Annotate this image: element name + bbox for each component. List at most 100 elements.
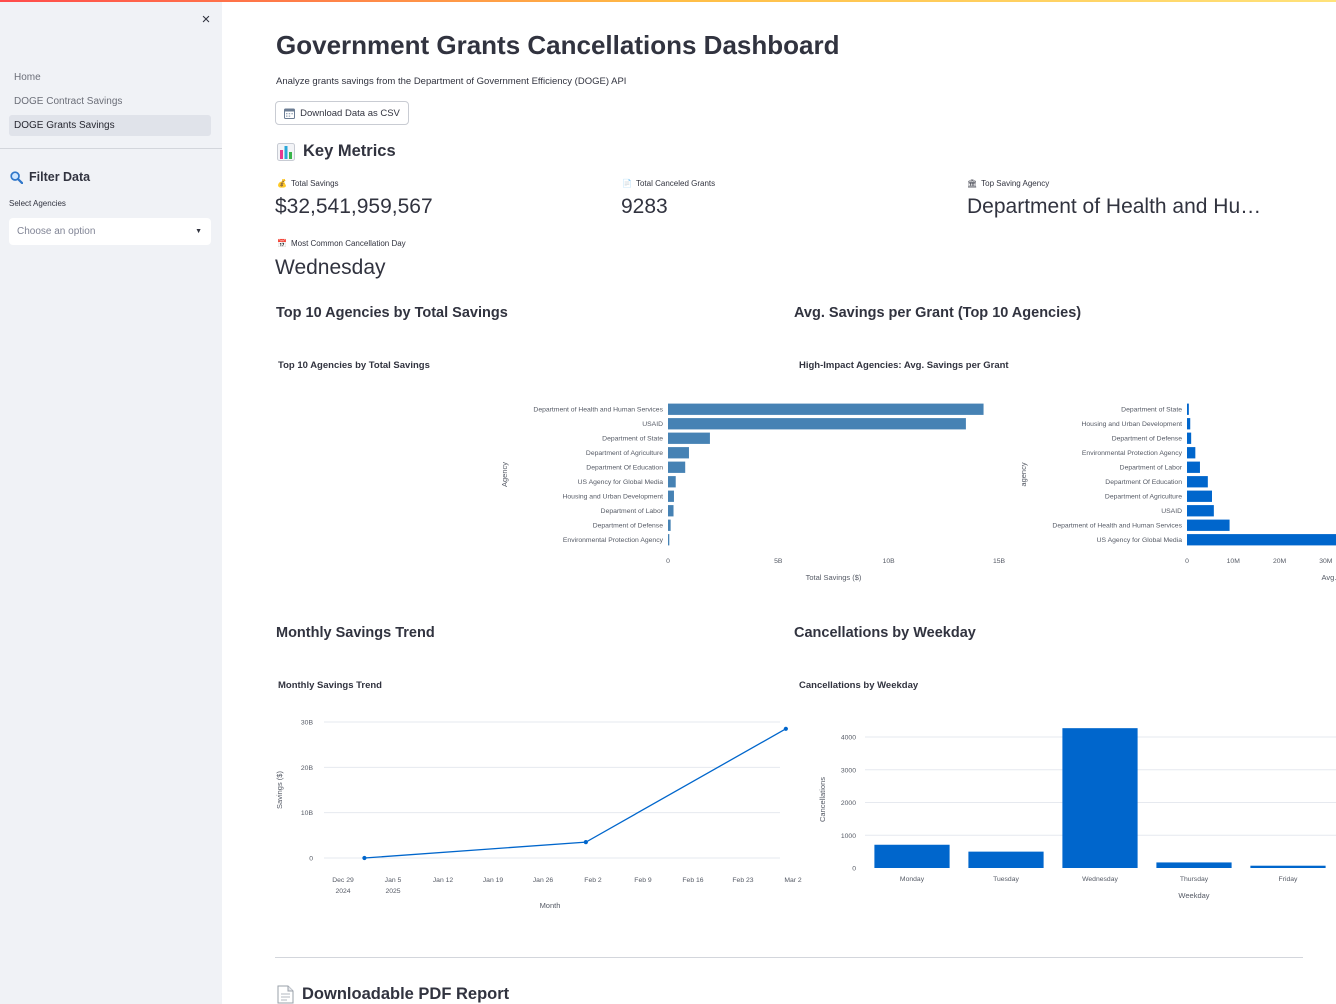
metric-label-text: Top Saving Agency	[981, 179, 1050, 188]
chart-title: Monthly Savings Trend	[278, 680, 382, 691]
sidebar-item-home[interactable]: Home	[14, 72, 41, 83]
data-point	[362, 855, 367, 861]
bar	[668, 461, 686, 473]
metric-label-text: Total Canceled Grants	[635, 179, 716, 188]
x-tick-label: Jan 5	[385, 877, 402, 884]
y-tick-label: US Agency for Global Media	[1097, 537, 1183, 544]
section-monthly-trend: Monthly Savings Trend	[276, 625, 435, 641]
select-placeholder: Choose an option	[17, 226, 96, 237]
bar	[1187, 534, 1336, 546]
x-tick-label: Jan 26	[533, 877, 554, 884]
app-top-decoration	[0, 0, 1336, 2]
y-tick-label: Department Of Education	[586, 465, 663, 472]
x-tick-year-label: 2024	[335, 888, 350, 895]
y-tick-label: 0	[852, 866, 856, 873]
x-tick-label: 30M	[1319, 558, 1333, 565]
y-tick-label: Department of Defense	[593, 523, 663, 530]
bar	[1187, 490, 1212, 502]
agencies-multiselect[interactable]: Choose an option ▼	[9, 218, 211, 245]
y-tick-label: 30B	[301, 720, 314, 727]
calendar-icon: 📅	[277, 239, 287, 248]
y-tick-label: USAID	[642, 421, 663, 428]
x-tick-label: Feb 2	[584, 877, 602, 884]
x-tick-label: Dec 29	[332, 877, 354, 884]
y-tick-label: Housing and Urban Development	[562, 494, 663, 501]
x-tick-label: Monday	[900, 876, 925, 883]
top-agencies-chart: Top 10 Agencies by Total Savings Departme…	[272, 352, 1006, 592]
sidebar-item-doge-contract-savings[interactable]: DOGE Contract Savings	[14, 96, 123, 107]
sidebar-nav: Home DOGE Contract Savings DOGE Grants S…	[9, 67, 211, 139]
x-tick-label: Feb 23	[732, 877, 753, 884]
download-csv-button[interactable]: Download Data as CSV	[275, 101, 409, 125]
main-content: Government Grants Cancellations Dashboar…	[222, 2, 1336, 1004]
bar	[668, 490, 674, 502]
y-tick-label: Department of Agriculture	[1105, 494, 1182, 501]
pdf-report-label: Downloadable PDF Report	[302, 985, 510, 1003]
bar	[668, 534, 670, 546]
building-icon: 🏛	[967, 179, 978, 188]
sidebar-item-doge-grants-savings[interactable]: DOGE Grants Savings	[9, 115, 211, 136]
bar	[1062, 728, 1138, 868]
avg-savings-chart: High-Impact Agencies: Avg. Savings per G…	[792, 352, 1336, 592]
y-tick-label: 2000	[841, 800, 856, 807]
chart-svg: Top 10 Agencies by Total Savings Departme…	[278, 360, 1006, 582]
x-tick-label: 10M	[1227, 558, 1241, 565]
weekday-chart: Cancellations by Weekday 0 1000 2000 3000 400…	[792, 672, 1336, 907]
x-tick-label: Jan 12	[433, 877, 454, 884]
x-axis-title: Weekday	[1178, 891, 1209, 900]
magnifier-icon	[10, 170, 23, 184]
y-tick-label: Department of State	[602, 436, 663, 443]
page-title: Government Grants Cancellations Dashboar…	[276, 30, 840, 60]
y-axis-title: Savings ($)	[275, 771, 284, 809]
bar	[1187, 519, 1230, 531]
sidebar-divider	[0, 148, 222, 149]
y-axis-title: Agency	[500, 462, 509, 487]
calendar-icon	[284, 108, 296, 119]
y-tick-label: Department of State	[1121, 407, 1182, 414]
x-axis-title: Total Savings ($)	[806, 573, 862, 582]
y-tick-label: Department of Agriculture	[586, 450, 663, 457]
y-tick-label: Housing and Urban Development	[1081, 421, 1182, 428]
y-tick-label: US Agency for Global Media	[578, 479, 664, 486]
x-tick-label: Wednesday	[1082, 876, 1118, 883]
x-tick-label: Friday	[1279, 876, 1298, 883]
x-tick-label: 5B	[774, 558, 783, 565]
y-tick-label: 4000	[841, 735, 856, 742]
bar	[668, 418, 966, 430]
bar	[1187, 447, 1196, 459]
chart-svg: Cancellations by Weekday 0 1000 2000 3000 400…	[799, 680, 1336, 900]
x-tick-label: 0	[1185, 558, 1189, 565]
select-agencies-label: Select Agencies	[9, 199, 66, 208]
y-tick-label: Department of Labor	[601, 508, 664, 515]
metric-label-text: Most Common Cancellation Day	[290, 239, 406, 248]
x-tick-label: 20M	[1273, 558, 1287, 565]
x-axis-title: Avg. Savings ($)	[1322, 573, 1336, 582]
sidebar: × Home DOGE Contract Savings DOGE Grants…	[0, 2, 222, 1004]
x-tick-label: Mar 2	[784, 877, 802, 884]
y-tick-label: 3000	[841, 767, 856, 774]
x-tick-year-label: 2025	[385, 888, 400, 895]
download-csv-label: Download Data as CSV	[300, 107, 400, 119]
bar	[1187, 476, 1208, 488]
y-tick-label: Environmental Protection Agency	[1082, 450, 1183, 457]
metric-top-agency-label: 🏛 Top Saving Agency	[967, 179, 1049, 188]
x-tick-label: Tuesday	[993, 876, 1019, 883]
chart-title: Top 10 Agencies by Total Savings	[278, 360, 430, 371]
sidebar-close-button[interactable]: ×	[201, 11, 211, 28]
y-tick-label: 0	[309, 856, 313, 863]
key-metrics-heading: Key Metrics	[277, 142, 396, 161]
y-tick-label: 20B	[301, 765, 314, 772]
chart-title: High-Impact Agencies: Avg. Savings per G…	[799, 360, 1009, 371]
bar	[668, 476, 676, 488]
bar	[1187, 461, 1200, 473]
bar	[668, 519, 671, 531]
metric-total-canceled-value: 9283	[621, 195, 668, 218]
bar	[1250, 865, 1326, 868]
monthly-trend-chart: Monthly Savings Trend 0 10B 20B 30B Dec 29 202…	[272, 672, 802, 917]
chart-title: Cancellations by Weekday	[799, 680, 919, 691]
bar	[668, 447, 689, 459]
y-tick-label: Department of Health and Human Services	[533, 407, 663, 414]
section-weekday: Cancellations by Weekday	[794, 625, 976, 641]
bar	[668, 505, 674, 517]
metric-top-agency-value: Department of Health and Hu…	[967, 195, 1262, 218]
